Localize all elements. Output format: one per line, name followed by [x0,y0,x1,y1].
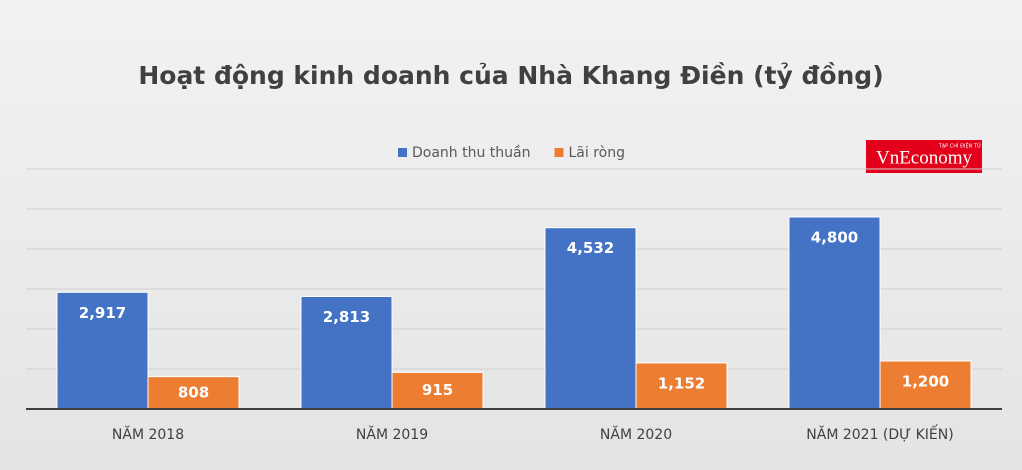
value-label: 1,152 [658,374,705,392]
value-label: 808 [178,383,209,401]
x-tick-label: NĂM 2021 (DỰ KIẾN) [806,424,953,443]
legend-swatch [554,148,564,157]
logo-box [866,140,982,173]
value-label: 915 [422,381,453,399]
logo-text: VnEconomy [876,147,973,168]
bar [788,216,881,410]
bar [635,362,728,410]
logo-subtitle: TẠP CHÍ ĐIỆN TỬ [938,142,982,150]
x-tick-label: NĂM 2020 [600,425,672,443]
legend-label: Lãi ròng [569,145,626,161]
legend-swatch [398,148,407,157]
bar [879,360,972,410]
value-label: 4,800 [811,229,858,247]
x-tick-label: NĂM 2019 [356,425,428,443]
legend-label: Doanh thu thuần [412,145,531,161]
value-label: 2,917 [79,304,126,322]
bar [544,227,637,410]
value-label: 1,200 [902,373,949,391]
x-tick-label: NĂM 2018 [112,425,184,443]
chart-title: Hoạt động kinh doanh của Nhà Khang Điền … [138,61,883,90]
value-label: 2,813 [323,308,370,326]
value-label: 4,532 [567,239,614,257]
